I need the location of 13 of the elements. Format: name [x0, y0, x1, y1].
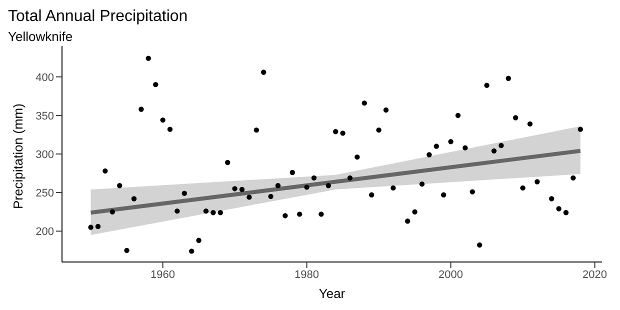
y-tick-label: 300 — [36, 148, 54, 161]
y-tick-label: 250 — [36, 187, 54, 200]
x-axis-title: Year — [318, 286, 346, 301]
y-tick-label: 350 — [36, 110, 54, 122]
x-tick-label: 2020 — [582, 268, 608, 281]
chart-subtitle: Yellowknife — [8, 28, 74, 46]
x-tick-label: 2000 — [438, 268, 464, 281]
y-axis-title: Precipitation (mm) — [10, 104, 26, 209]
x-tick-label: 1960 — [150, 268, 176, 281]
x-tick-label: 1980 — [294, 268, 320, 281]
y-tick-label: 200 — [36, 226, 54, 238]
chart-title: Total Annual Precipitation — [8, 8, 189, 26]
y-tick-label: 400 — [36, 72, 54, 84]
